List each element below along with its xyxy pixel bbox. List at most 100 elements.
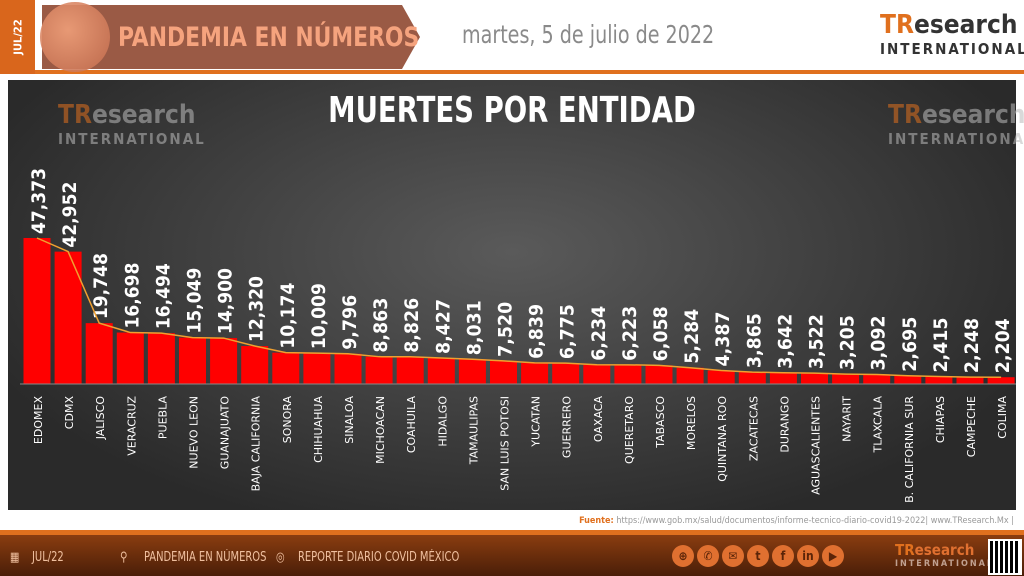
watermark-logo-right: TResearch INTERNATIONAL	[888, 100, 1024, 148]
category-label: YUCATAN	[530, 396, 543, 448]
bar	[521, 362, 549, 384]
category-label: NAYARIT	[841, 396, 854, 442]
watermark-logo-left: TResearch INTERNATIONAL	[58, 100, 206, 148]
category-label: DURANGO	[778, 396, 791, 453]
bar	[645, 365, 673, 384]
category-label: COAHUILA	[405, 396, 418, 454]
logo-tr: TR	[880, 10, 914, 40]
bar	[116, 332, 144, 384]
category-label: GUERRERO	[561, 396, 574, 458]
banner-title: PANDEMIA EN NÚMEROS	[118, 22, 420, 53]
bar	[272, 352, 300, 384]
data-label: 6,058	[650, 306, 672, 361]
bar	[365, 356, 393, 384]
calendar-icon: ▦	[10, 550, 20, 565]
category-label: CAMPECHE	[965, 396, 978, 457]
data-label: 8,427	[432, 299, 454, 354]
category-label: TLAXCALA	[872, 396, 885, 454]
globe-icon[interactable]: ⊕	[672, 545, 694, 567]
bar	[85, 323, 113, 384]
linkedin-icon[interactable]: in	[797, 545, 819, 567]
category-label: SONORA	[281, 396, 294, 444]
bar	[769, 372, 797, 384]
category-label: QUERETARO	[623, 396, 636, 464]
bar	[925, 376, 953, 384]
source-label: Fuente:	[579, 516, 614, 526]
category-label: ZACATECAS	[747, 396, 760, 461]
data-label: 2,695	[899, 317, 921, 372]
category-label: SAN LUIS POTOSI	[499, 396, 512, 491]
bar	[210, 338, 238, 384]
facebook-icon[interactable]: f	[772, 545, 794, 567]
chart-title: MUERTES POR ENTIDAD	[328, 90, 696, 131]
email-icon[interactable]: ✉	[722, 545, 744, 567]
bar	[956, 377, 984, 384]
data-label: 12,320	[246, 276, 268, 342]
category-label: EDOMEX	[32, 396, 45, 445]
data-label: 5,284	[681, 309, 703, 364]
logo-tr: TR	[895, 541, 915, 559]
bar	[241, 346, 269, 384]
bar	[552, 363, 580, 384]
data-label: 3,865	[743, 313, 765, 368]
data-label: 6,234	[588, 306, 610, 361]
category-label: CHIAPAS	[934, 396, 947, 443]
data-label: 6,775	[557, 304, 579, 359]
data-label: 16,698	[121, 263, 143, 329]
category-label: CHIHUAHUA	[312, 396, 325, 463]
data-label: 3,205	[837, 315, 859, 370]
bar	[832, 374, 860, 384]
category-label: JALISCO	[94, 396, 107, 441]
logo-header: TResearch INTERNATIONAL	[880, 10, 1024, 58]
logo-intl: INTERNATIONAL	[880, 40, 1024, 58]
source-url[interactable]: https://www.gob.mx/salud/documentos/info…	[616, 516, 1014, 526]
data-label: 19,748	[90, 253, 112, 319]
footer-report: REPORTE DIARIO COVID MÉXICO	[298, 550, 460, 565]
bar	[427, 358, 455, 384]
qr-code[interactable]	[988, 539, 1022, 575]
data-label: 2,204	[992, 318, 1014, 373]
header: JUL/22 PANDEMIA EN NÚMEROS martes, 5 de …	[0, 0, 1024, 74]
category-label: SINALOA	[343, 396, 356, 444]
category-label: CDMX	[63, 396, 76, 430]
logo-tr: TR	[58, 100, 92, 130]
twitter-icon[interactable]: t	[747, 545, 769, 567]
bar	[490, 360, 517, 384]
category-label: GUANAJUATO	[219, 396, 232, 470]
chart-panel: TResearch INTERNATIONAL TResearch INTERN…	[8, 80, 1024, 510]
data-label: 3,092	[868, 315, 890, 370]
data-label: 14,900	[215, 268, 237, 334]
data-label: 2,248	[961, 318, 983, 373]
bar	[738, 372, 766, 384]
category-label: OAXACA	[592, 396, 605, 443]
bar	[863, 374, 891, 384]
data-label: 6,839	[526, 304, 548, 359]
category-label: HIDALGO	[436, 396, 449, 447]
bar	[987, 377, 1015, 384]
footer-bar: ▦ JUL/22 ⚲ PANDEMIA EN NÚMEROS ◎ REPORTE…	[0, 530, 1024, 576]
data-label: 10,009	[308, 283, 330, 349]
footer-month: JUL/22	[32, 550, 64, 565]
data-label: 3,522	[806, 314, 828, 369]
mexico-globe-icon	[40, 2, 110, 72]
trend-line	[36, 237, 1002, 378]
data-label: 8,863	[370, 298, 392, 353]
category-label: QUINTANA ROO	[716, 396, 729, 482]
logo-rest: esearch	[921, 100, 1024, 130]
bar	[583, 364, 611, 384]
data-label: 16,494	[152, 263, 174, 329]
bar	[303, 353, 331, 384]
bar	[23, 238, 51, 384]
whatsapp-icon[interactable]: ✆	[697, 545, 719, 567]
data-label: 15,049	[184, 268, 206, 334]
logo-rest: esearch	[914, 541, 975, 559]
footer-pandemia: PANDEMIA EN NÚMEROS	[144, 550, 267, 565]
chart-bubble-icon: ◎	[276, 550, 285, 565]
bar	[396, 356, 424, 384]
youtube-icon[interactable]: ▶	[822, 545, 844, 567]
bar	[614, 364, 642, 384]
bar	[458, 359, 486, 384]
data-label: 4,387	[712, 311, 734, 366]
logo-intl: INTERNATIONAL	[888, 130, 1024, 148]
data-label: 3,642	[774, 314, 796, 369]
